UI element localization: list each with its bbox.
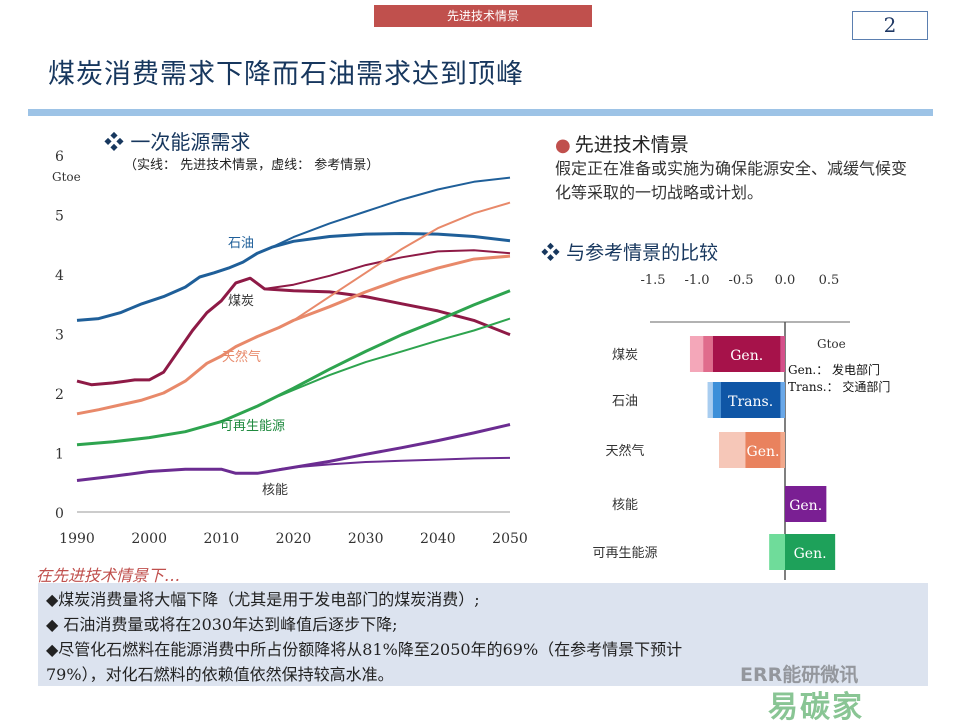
watermark-logo: 易碳家 [768, 690, 864, 725]
x-tick-label: 2050 [492, 531, 528, 547]
diamond-bullet-icon: ❖ [541, 242, 561, 264]
bar-category-label: 天然气 [605, 443, 644, 459]
bar-segment-label: Gen. [730, 348, 763, 364]
x-tick-label: 1990 [59, 531, 95, 547]
summary-box: ◆煤炭消费量将大幅下降（尤其是用于发电部门的煤炭消费）; ◆ 石油消费量或将在2… [38, 583, 928, 686]
bar-axis-unit: Gtoe [817, 337, 846, 351]
series-line-solid [76, 289, 511, 447]
series-label: 核能 [262, 483, 288, 498]
series-line-thin [278, 201, 511, 329]
bar-segment-label: Gen. [747, 444, 780, 460]
series-line-thin [278, 317, 511, 397]
series-line-solid [76, 254, 511, 416]
series-label: 天然气 [222, 349, 261, 365]
bar-segment [785, 534, 836, 570]
bar-segment [769, 534, 785, 570]
summary-bullet: ◆煤炭消费量将大幅下降（尤其是用于发电部门的煤炭消费）; [46, 590, 480, 609]
series-line-solid [76, 276, 511, 387]
y-tick-label: 6 [55, 149, 64, 165]
y-tick-label: 0 [55, 506, 64, 522]
summary-bullet: ◆ 石油消费量或将在2030年达到峰值后逐步下降; [46, 615, 398, 634]
series-label: 可再生能源 [220, 419, 285, 434]
scenario-heading: ● 先进技术情景 [555, 130, 689, 157]
bar-segment-label: Trans. [728, 394, 773, 410]
legend-gen: Gen.： 发电部门 [788, 362, 880, 377]
y-tick-label: 2 [55, 387, 64, 403]
bar-category-label: 可再生能源 [592, 546, 657, 561]
scenario-description: 假定正在准备或实施为确保能源安全、减缓气候变化等采取的一切战略或计划。 [555, 159, 908, 202]
bar-category-label: 石油 [612, 394, 638, 409]
bar-segment [719, 432, 746, 468]
y-tick-label: 1 [55, 447, 64, 463]
series-label: 石油 [228, 236, 254, 251]
series-label: 煤炭 [228, 294, 254, 309]
bar-segment [703, 336, 713, 372]
x-tick-label: -0.5 [728, 273, 753, 288]
x-tick-label: 0.0 [775, 273, 796, 288]
scenario-heading-text: 先进技术情景 [574, 134, 689, 156]
page-number: 2 [852, 11, 928, 40]
diamond-bullet-icon: ❖ [104, 130, 124, 154]
x-tick-label: 2020 [276, 531, 312, 547]
comparison-heading: ❖ 与参考情景的比较 [541, 238, 718, 265]
series-line-thin [278, 456, 511, 471]
primary-demand-heading: ❖ 一次能源需求 [104, 126, 250, 155]
x-tick-label: -1.5 [640, 273, 665, 288]
section-tag: 先进技术情景 [374, 5, 592, 27]
bar-segment [720, 382, 781, 418]
primary-demand-heading-text: 一次能源需求 [130, 130, 251, 154]
bar-segment-label: Gen. [789, 498, 822, 514]
bar-segment [780, 336, 785, 372]
comparison-heading-text: 与参考情景的比较 [566, 242, 719, 264]
legend-trans: Trans.： 交通部门 [788, 379, 890, 394]
y-axis-unit: Gtoe [52, 170, 81, 184]
summary-bullet: 79%），对化石燃料的依赖值依然保持较高水准。 [46, 665, 394, 684]
slide-title: 煤炭消费需求下降而石油需求达到顶峰 [48, 59, 524, 90]
x-tick-label: 2010 [204, 531, 240, 547]
x-tick-label: 0.5 [819, 273, 840, 288]
bar-segment [712, 336, 781, 372]
x-tick-label: 2040 [420, 531, 456, 547]
bar-segment [745, 432, 781, 468]
x-tick-label: 2030 [348, 531, 384, 547]
footer-lead: 在先进技术情景下… [36, 566, 181, 585]
summary-bullet: ◆尽管化石燃料在能源消费中所占份额降将从81%降至2050年的69%（在参考情景… [46, 640, 683, 659]
watermark-text: ERR能研微讯 [740, 664, 859, 686]
y-tick-label: 5 [55, 209, 64, 225]
bar-category-label: 煤炭 [612, 348, 638, 363]
title-divider [28, 109, 933, 116]
bar-segment [689, 336, 704, 372]
bar-segment [780, 382, 785, 418]
x-tick-label: -1.0 [684, 273, 709, 288]
line-chart-note: （实线： 先进技术情景，虚线： 参考情景） [124, 158, 380, 173]
bar-segment [780, 432, 785, 468]
bar-segment [785, 486, 827, 522]
bar-category-label: 核能 [612, 498, 638, 513]
x-tick-label: 2000 [131, 531, 167, 547]
series-line-solid [76, 423, 511, 482]
series-line-solid [76, 232, 511, 322]
bar-segment [707, 382, 713, 418]
y-tick-label: 3 [55, 328, 64, 344]
bar-segment-label: Gen. [794, 546, 827, 562]
series-line-thin [271, 176, 511, 249]
y-tick-label: 4 [55, 268, 64, 284]
bar-segment [712, 382, 721, 418]
bullet-dot-icon: ● [555, 135, 571, 156]
